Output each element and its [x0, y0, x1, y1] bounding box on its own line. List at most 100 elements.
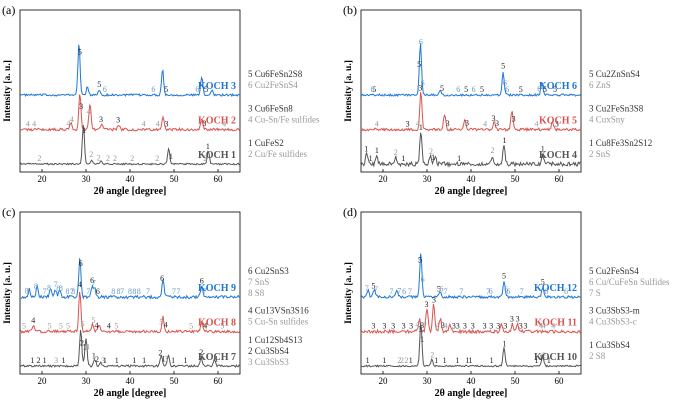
peak-label: 6 — [419, 37, 423, 46]
legend-item: 2 S8 — [589, 351, 606, 361]
legend-item: 7 S — [589, 288, 601, 298]
peak-label: 8 — [117, 287, 121, 296]
xrd-trace — [361, 92, 582, 133]
peak-label: 6 — [472, 85, 476, 94]
peak-label: 3 — [465, 118, 469, 127]
peak-label: 1 — [161, 355, 165, 364]
peak-label: 3 — [202, 119, 206, 128]
peak-label: 5 — [114, 322, 118, 331]
peak-label: 6 — [103, 85, 107, 94]
sample-label: KOCH 2 — [198, 116, 236, 127]
peak-label: 1 — [82, 126, 86, 135]
peak-label: 4 — [32, 120, 36, 129]
peak-label: 5 — [204, 85, 208, 94]
peak-label: 6 — [505, 85, 509, 94]
sample-label: KOCH 11 — [534, 318, 577, 329]
peak-label: 8 — [47, 283, 51, 292]
peak-label: 1 — [502, 136, 506, 145]
peak-label: 5 — [371, 281, 375, 290]
legend-item: 3 Cu6FeSn8 — [248, 104, 293, 114]
peak-label: 4 — [78, 280, 82, 289]
peak-label: 4 — [551, 322, 555, 331]
x-tick-label: 30 — [423, 376, 433, 386]
peak-label: 1 — [369, 154, 373, 163]
legend-item: 5 Cu2FeSnS4 — [589, 266, 639, 276]
peak-label: 1 — [171, 356, 175, 365]
peak-label: 2 — [113, 154, 117, 163]
peak-label: 2 — [89, 150, 93, 159]
peak-label: 6 — [402, 287, 406, 296]
peak-label: 1 — [169, 152, 173, 161]
peak-label: 6 — [96, 287, 100, 296]
peak-label: 3 — [519, 321, 523, 330]
x-tick-label: 60 — [555, 376, 565, 386]
peak-label: 7 — [172, 287, 176, 296]
x-tick-label: 60 — [214, 174, 224, 184]
peak-label: 5 — [480, 85, 484, 94]
peak-label: 1 — [30, 356, 34, 365]
peak-label: 7 — [92, 279, 96, 288]
peak-label: 4 — [222, 120, 226, 129]
peak-label: 5 — [502, 271, 506, 280]
peak-label: 3 — [99, 115, 103, 124]
peak-label: 3 — [425, 300, 429, 309]
peak-label: 5 — [22, 322, 26, 331]
legend-item: 6 Cu/CuFeSn Sulfides — [589, 277, 670, 287]
peak-label: 7 — [443, 287, 447, 296]
x-tick-label: 20 — [379, 174, 389, 184]
peak-label: 1 — [382, 356, 386, 365]
xrd-trace — [19, 125, 241, 166]
panel-label: (a) — [2, 3, 15, 17]
peak-label: 4 — [87, 107, 91, 116]
x-tick-label: 30 — [423, 174, 433, 184]
peak-label: 4 — [436, 321, 440, 330]
peak-label: 5 — [159, 318, 163, 327]
peak-label: 2 — [199, 348, 203, 357]
xrd-trace — [19, 258, 240, 300]
peak-label: 5 — [66, 322, 70, 331]
peak-label: 2 — [491, 146, 495, 155]
peak-label: 1 — [469, 356, 473, 365]
peak-label: 3 — [512, 115, 516, 124]
peak-label: 7 — [120, 287, 124, 296]
y-axis-label: Intensity [a. u.] — [344, 262, 354, 324]
peak-label: 3 — [432, 295, 436, 304]
legend-item: 4 Cu3SbS3-c — [589, 317, 637, 327]
sample-label: KOCH 3 — [198, 81, 236, 92]
peak-label: 3 — [164, 355, 168, 364]
peak-label: 3 — [54, 356, 58, 365]
peak-label: 2 — [80, 339, 84, 348]
peak-label: 7 — [203, 287, 207, 296]
peak-label: 1 — [206, 142, 210, 151]
peak-label: 4 — [31, 316, 35, 325]
peak-label: 1 — [142, 356, 146, 365]
x-tick-label: 40 — [467, 174, 477, 184]
peak-label: 5 — [91, 316, 95, 325]
peak-label: 6 — [503, 79, 507, 88]
peak-label: 3 — [420, 321, 424, 330]
peak-label: 1 — [366, 356, 370, 365]
peak-label: 4 — [423, 318, 427, 327]
peak-label: 4 — [107, 322, 111, 331]
peak-label: 6 — [79, 259, 83, 268]
x-axis-label: 2θ angle [degree] — [435, 186, 508, 197]
peak-label: 5 — [437, 285, 441, 294]
peak-label: 1 — [541, 145, 545, 154]
peak-label: 5 — [198, 317, 202, 326]
peak-label: 3 — [491, 114, 495, 123]
peak-label: 5 — [164, 85, 168, 94]
peak-label: 1 — [364, 144, 368, 153]
peak-label: 2 — [203, 154, 207, 163]
x-tick-label: 30 — [82, 376, 92, 386]
peak-label: 5 — [59, 322, 63, 331]
peak-label: 2 — [397, 356, 401, 365]
x-axis-label: 2θ angle [degree] — [435, 388, 508, 399]
peak-label: 4 — [156, 119, 160, 128]
peak-label: 6 — [160, 274, 164, 283]
xrd-trace — [360, 132, 582, 168]
panel-d: (d) Intensity [a. u.] 20 30 40 50 60 2θ angle [… — [343, 205, 670, 399]
peak-label: 6 — [440, 285, 444, 294]
peak-label: 7 — [43, 287, 47, 296]
peak-label: 3 — [165, 119, 169, 128]
xrd-trace — [19, 94, 241, 132]
